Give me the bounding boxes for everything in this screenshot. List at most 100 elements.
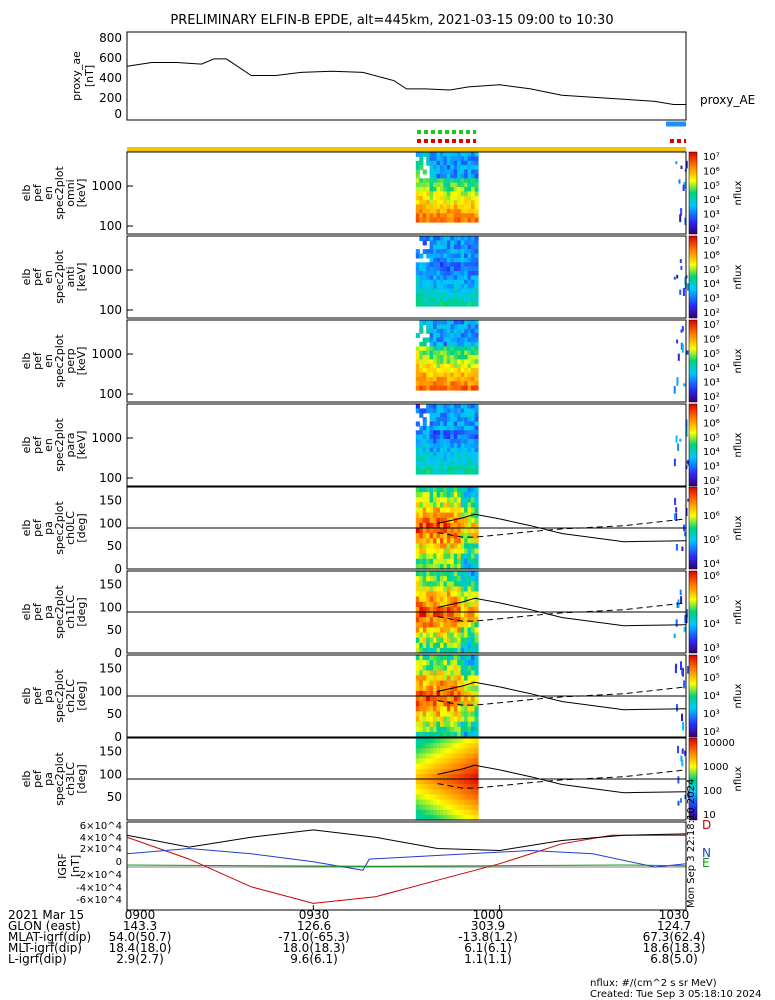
colorbar-tick: 10² <box>703 308 720 319</box>
spectrogram-cell <box>471 642 476 649</box>
spectrogram-cell <box>443 160 448 166</box>
spectrogram-cell <box>422 487 427 493</box>
spectrogram-cell <box>453 408 458 414</box>
spectrogram-cell <box>440 434 445 440</box>
spectrogram-cell <box>474 262 479 268</box>
spectrogram-cell <box>464 240 469 246</box>
spectrogram-cell <box>426 452 431 458</box>
spectrogram-cell <box>446 581 451 587</box>
spectrogram-cell <box>443 512 448 519</box>
spectrogram-cell <box>446 647 451 654</box>
spectrogram-cell <box>440 288 445 294</box>
spectrogram-sparse-mark <box>680 266 683 270</box>
spectrogram-cell <box>440 236 445 241</box>
spectrogram-cell <box>457 660 462 666</box>
spectrogram-cell <box>443 187 448 192</box>
spectrogram-cell <box>436 284 441 290</box>
spectrogram-cell <box>457 200 462 206</box>
spectrogram-cell <box>450 647 455 654</box>
spectrogram-cell <box>426 266 431 272</box>
spectrogram-cell <box>460 502 465 509</box>
spectrogram-cell <box>422 297 427 303</box>
spectrogram-cell <box>446 204 451 210</box>
spectrogram-cell <box>474 701 479 707</box>
spectrogram-cell <box>436 288 441 294</box>
spectrogram-cell <box>457 249 462 255</box>
footer-row-value: 1000 <box>473 908 504 922</box>
spectrogram-cell <box>415 460 420 466</box>
spectrogram-cell <box>422 591 427 598</box>
spectrogram-cell <box>436 217 441 223</box>
spectrogram-cell <box>422 701 427 707</box>
spectrogram-cell <box>429 522 434 529</box>
spectrogram-cell <box>433 647 438 654</box>
spectrogram-cell <box>453 324 458 330</box>
spectrogram-cell <box>457 779 462 785</box>
colorbar-tick: 10⁵ <box>703 535 720 546</box>
spectrogram-cell <box>464 173 469 179</box>
spectrogram-cell <box>464 160 469 166</box>
spectrogram-cell <box>422 632 427 639</box>
spectrogram-cell <box>415 434 420 440</box>
spectrogram-cell <box>419 804 424 811</box>
spectrogram-cell <box>443 191 448 197</box>
spectrogram-cell <box>474 642 479 649</box>
spectrogram-cell <box>446 680 451 687</box>
spectrogram-cell <box>474 173 479 179</box>
spectrogram-cell <box>446 284 451 290</box>
spectrogram-cell <box>471 743 476 749</box>
spectrogram-cell <box>426 528 431 534</box>
spectrogram-cell <box>474 187 479 192</box>
spectrogram-cell <box>453 381 458 387</box>
spectrogram-cell <box>457 320 462 325</box>
spectrogram-cell <box>446 731 451 738</box>
colorbar-tick: 10⁴ <box>703 559 720 570</box>
spectrogram-cell <box>464 381 469 387</box>
spectrogram-cell <box>429 809 434 816</box>
spectrogram-cell <box>464 460 469 466</box>
spectrogram-cell <box>450 443 455 449</box>
igrf-frame <box>126 821 687 911</box>
spectrogram-cell <box>440 465 445 471</box>
spectrogram-cell <box>464 763 469 770</box>
spectrogram-cell <box>426 753 431 760</box>
spectrogram-ytick: 1000 <box>91 347 122 361</box>
spectrogram-ylabel: [deg] <box>75 597 88 626</box>
spectrogram-cell <box>433 773 438 780</box>
spectrogram-cell <box>464 784 469 790</box>
spectrogram-cell <box>415 408 420 414</box>
spectrogram-cell <box>436 497 441 503</box>
spectrogram-ylabel: elb <box>20 520 33 537</box>
spectrogram-cell <box>453 359 458 365</box>
spectrogram-cell <box>419 576 424 582</box>
spectrogram-cell <box>464 553 469 560</box>
spectrogram-cell <box>474 502 479 509</box>
spectrogram-ylabel: ch0LC <box>64 511 77 545</box>
spectrogram-cell <box>422 721 427 728</box>
footer-row-value: 1.1(1.1) <box>464 952 512 966</box>
spectrogram-cell <box>446 799 451 806</box>
spectrogram-cell <box>467 743 472 749</box>
spectrogram-cell <box>440 376 445 382</box>
spectrogram-cell <box>460 685 465 692</box>
spectrogram-cell <box>474 434 479 440</box>
spectrogram-cell <box>464 297 469 303</box>
spectrogram-cell <box>422 538 427 544</box>
spectrogram-cell <box>457 794 462 801</box>
spectrogram-cell <box>464 558 469 565</box>
spectrogram-cell <box>422 784 427 790</box>
spectrogram-cell <box>426 469 431 475</box>
spectrogram-cell <box>419 789 424 795</box>
spectrogram-cell <box>436 301 441 307</box>
spectrogram-cell <box>422 528 427 534</box>
footer-row-value: 0900 <box>125 908 156 922</box>
spectrogram-cell <box>419 627 424 634</box>
spectrogram-cell <box>467 253 472 259</box>
spectrogram-cell <box>460 591 465 598</box>
spectrogram-cell <box>419 655 424 661</box>
spectrogram-cell <box>474 328 479 334</box>
spectrogram-sparse-mark <box>685 428 688 437</box>
spectrogram-cell <box>474 809 479 816</box>
spectrogram-cell <box>471 632 476 639</box>
spectrogram-cell <box>426 337 431 343</box>
